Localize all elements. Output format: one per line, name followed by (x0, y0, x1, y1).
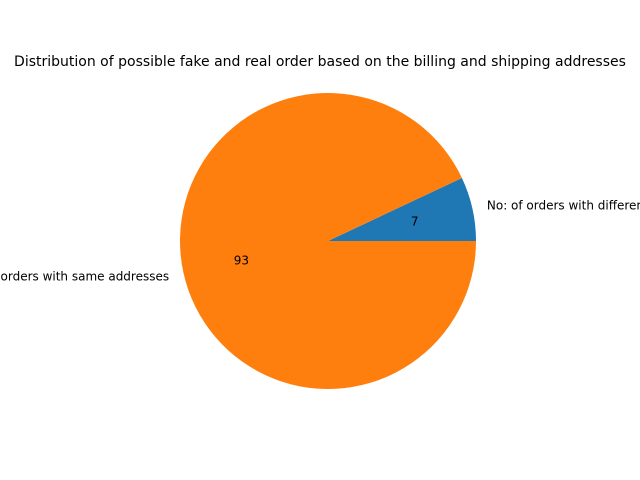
pie-slice-0 (328, 177, 476, 241)
pie-slices (180, 93, 476, 390)
pie-labels: 7 No: of orders with different addresses 9… (0, 198, 640, 283)
pie-slice-label-0: No: of orders with different addresses (487, 198, 640, 212)
pie-slice-1 (180, 93, 476, 390)
pie-slice-label-1: No: of orders with same addresses (0, 270, 169, 284)
pie-value-label-0: 7 (411, 215, 419, 229)
chart-title: Distribution of possible fake and real o… (14, 54, 626, 70)
pie-value-label-1: 93 (234, 253, 249, 267)
